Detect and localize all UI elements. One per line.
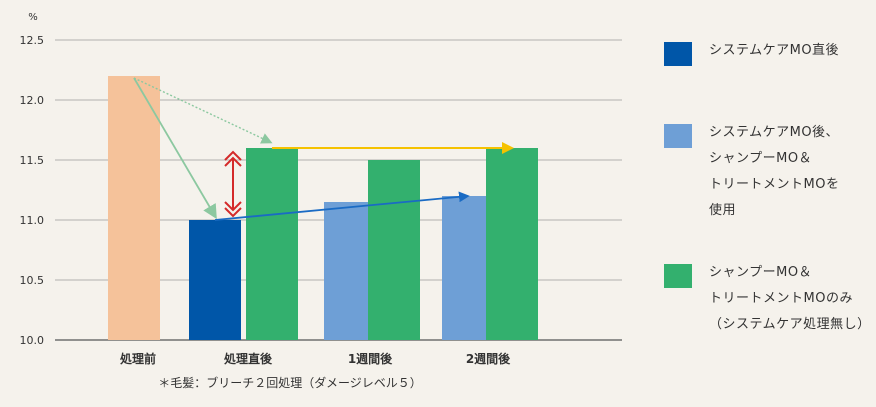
x-tick-label: 処理前: [119, 351, 156, 366]
y-tick-label: 12.5: [20, 34, 45, 47]
legend-item: シャンプーMO＆ トリートメントMOのみ （システムケア処理無し）: [664, 260, 871, 338]
y-tick-label: 10.5: [20, 274, 45, 287]
bar: [108, 76, 160, 340]
y-tick-label: 10.0: [20, 334, 45, 347]
y-tick-label: 11.5: [20, 154, 45, 167]
bar-chart: 10.0 10.5 11.0 11.5 12.0 12.5% 処理前 処理直後 1週間後 2週間後…: [20, 12, 622, 390]
difference-chevron: [224, 156, 242, 167]
bar: [486, 148, 538, 340]
bar: [189, 220, 241, 340]
legend-swatch: [664, 264, 692, 288]
bar: [246, 148, 298, 340]
legend-item: システムケアMO後、 シャンプーMO＆ トリートメントMOを 使用: [664, 120, 839, 224]
legend-swatch: [664, 124, 692, 148]
bar: [324, 202, 376, 340]
difference-chevron: [224, 150, 242, 161]
difference-chevron: [224, 201, 242, 212]
bar: [368, 160, 420, 340]
y-tick-label: 12.0: [20, 94, 45, 107]
trend-arrow: [133, 77, 217, 220]
x-tick-label: 2週間後: [466, 351, 511, 366]
y-unit-label: %: [28, 12, 38, 23]
y-tick-label: 11.0: [20, 214, 45, 227]
legend-label: シャンプーMO＆ トリートメントMOのみ （システムケア処理無し）: [709, 265, 871, 332]
x-tick-label: 1週間後: [348, 351, 393, 366]
legend-swatch: [664, 42, 692, 66]
legend-item: システムケアMO直後: [664, 38, 840, 66]
difference-chevron: [224, 207, 242, 218]
bar: [442, 196, 494, 340]
legend-label: システムケアMO後、 シャンプーMO＆ トリートメントMOを 使用: [709, 125, 840, 218]
trend-arrow: [133, 77, 273, 144]
x-tick-label: 処理直後: [223, 351, 273, 366]
legend-label: システムケアMO直後: [709, 43, 840, 58]
trend-arrow: [214, 191, 470, 221]
footnote: ＊毛髪：ブリーチ２回処理（ダメージレベル５）: [158, 375, 421, 390]
